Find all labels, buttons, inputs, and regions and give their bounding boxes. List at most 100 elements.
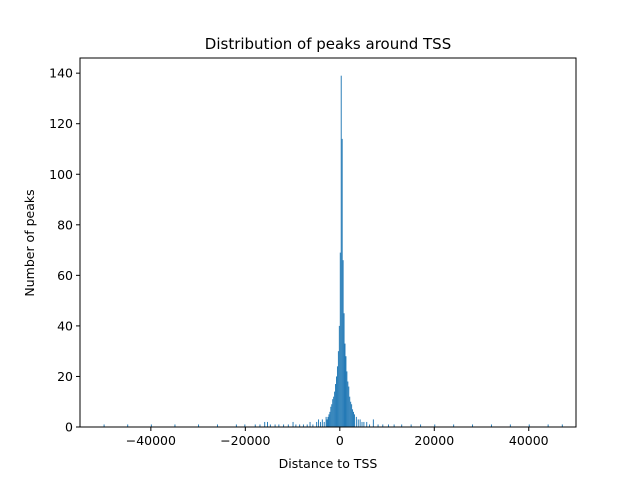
- histogram-bar: [355, 416, 357, 427]
- histogram-bar: [328, 414, 330, 427]
- histogram-bar: [287, 424, 289, 427]
- histogram-bar: [329, 411, 331, 427]
- histogram-bar: [339, 252, 341, 427]
- histogram-bar: [254, 424, 256, 427]
- histogram-bar: [357, 419, 359, 427]
- histogram-bar: [350, 401, 352, 427]
- histogram-bar: [264, 421, 266, 427]
- histogram-bar: [410, 424, 412, 427]
- histogram-bar: [198, 424, 200, 427]
- histogram-bar: [269, 424, 271, 427]
- histogram-bar: [235, 424, 237, 427]
- histogram-bar: [340, 75, 342, 427]
- histogram-bar: [327, 416, 329, 427]
- y-tick-label: 20: [57, 369, 73, 384]
- histogram-bar: [336, 376, 337, 427]
- histogram-bar: [372, 419, 374, 427]
- histogram-bar: [333, 396, 335, 427]
- histogram-bar: [306, 424, 308, 427]
- x-axis: −40000 −20000 0 20000 40000: [126, 427, 549, 448]
- histogram-bar: [278, 424, 280, 427]
- histogram-bar: [366, 421, 368, 427]
- histogram-bar: [299, 424, 301, 427]
- histogram-bar: [174, 424, 176, 427]
- histogram-bar: [323, 421, 325, 427]
- histogram-bar: [318, 419, 320, 427]
- histogram-bar: [259, 424, 261, 427]
- histogram-bar: [312, 424, 314, 427]
- histogram-bar: [103, 424, 105, 427]
- histogram-bar: [337, 351, 339, 427]
- histogram-bar: [346, 371, 348, 427]
- histogram-bar: [353, 411, 354, 427]
- histogram-bar: [316, 421, 318, 427]
- histogram-bar: [353, 414, 355, 427]
- histogram-bar: [359, 419, 361, 427]
- bars-group: [103, 75, 563, 427]
- histogram-bar: [509, 424, 511, 427]
- histogram-bar: [302, 424, 304, 427]
- plot-frame: [79, 57, 577, 428]
- x-axis-label: Distance to TSS: [279, 456, 378, 471]
- histogram-bar: [341, 138, 343, 427]
- histogram-bar: [561, 424, 563, 427]
- y-axis-label: Number of peaks: [22, 189, 37, 296]
- y-tick-label: 100: [49, 167, 73, 182]
- histogram-bar: [332, 399, 334, 427]
- histogram-bar: [420, 424, 422, 427]
- histogram-bar: [216, 424, 218, 427]
- histogram-bar: [348, 386, 350, 427]
- histogram-bar: [309, 421, 311, 427]
- histogram-bar: [319, 421, 321, 427]
- histogram-bar: [401, 424, 403, 427]
- histogram-bar: [325, 416, 327, 427]
- histogram-bar: [330, 406, 332, 427]
- histogram-bar: [347, 381, 349, 427]
- histogram-bar: [334, 391, 336, 427]
- histogram-bar: [342, 260, 344, 427]
- histogram-bar: [490, 424, 492, 427]
- histogram-bar: [267, 421, 268, 427]
- histogram-bar: [344, 343, 346, 427]
- histogram-bar: [292, 421, 294, 427]
- histogram-bar: [361, 421, 363, 427]
- histogram-bar: [453, 424, 455, 427]
- histogram-bar: [352, 409, 354, 427]
- histogram-bar: [472, 424, 474, 427]
- histogram-bar: [244, 424, 246, 427]
- histogram-bar: [434, 424, 436, 427]
- x-tick-label: −40000: [126, 433, 176, 448]
- chart-title: Distribution of peaks around TSS: [205, 35, 451, 53]
- histogram-bar: [369, 424, 371, 427]
- histogram-bar: [335, 384, 337, 427]
- histogram-bar: [363, 421, 365, 427]
- histogram-bar: [547, 424, 549, 427]
- histogram-bar: [387, 424, 389, 427]
- histogram-bar: [382, 424, 384, 427]
- y-tick-label: 0: [65, 420, 73, 435]
- x-tick-label: −20000: [220, 433, 270, 448]
- y-tick-label: 60: [57, 268, 73, 283]
- histogram-bar: [349, 396, 351, 427]
- histogram-bar: [295, 424, 297, 427]
- y-tick-label: 140: [49, 66, 73, 81]
- y-tick-label: 40: [57, 318, 73, 333]
- y-tick-label: 120: [49, 116, 73, 131]
- histogram-bar: [150, 424, 152, 427]
- y-tick-label: 80: [57, 217, 73, 232]
- histogram-bar: [127, 424, 129, 427]
- histogram-bar: [377, 424, 379, 427]
- histogram-bar: [326, 419, 328, 427]
- histogram-bar: [338, 325, 340, 427]
- y-axis: 0 20 40 60 80 100 120 140: [49, 66, 80, 435]
- histogram-bar: [321, 419, 323, 427]
- histogram-bar: [336, 366, 338, 427]
- histogram-bar: [351, 404, 353, 427]
- histogram-bar: [283, 424, 285, 427]
- x-tick-label: 0: [336, 433, 344, 448]
- x-tick-label: 40000: [509, 433, 549, 448]
- histogram-bar: [528, 424, 530, 427]
- histogram-bar: [345, 356, 347, 427]
- histogram-bar: [274, 424, 276, 427]
